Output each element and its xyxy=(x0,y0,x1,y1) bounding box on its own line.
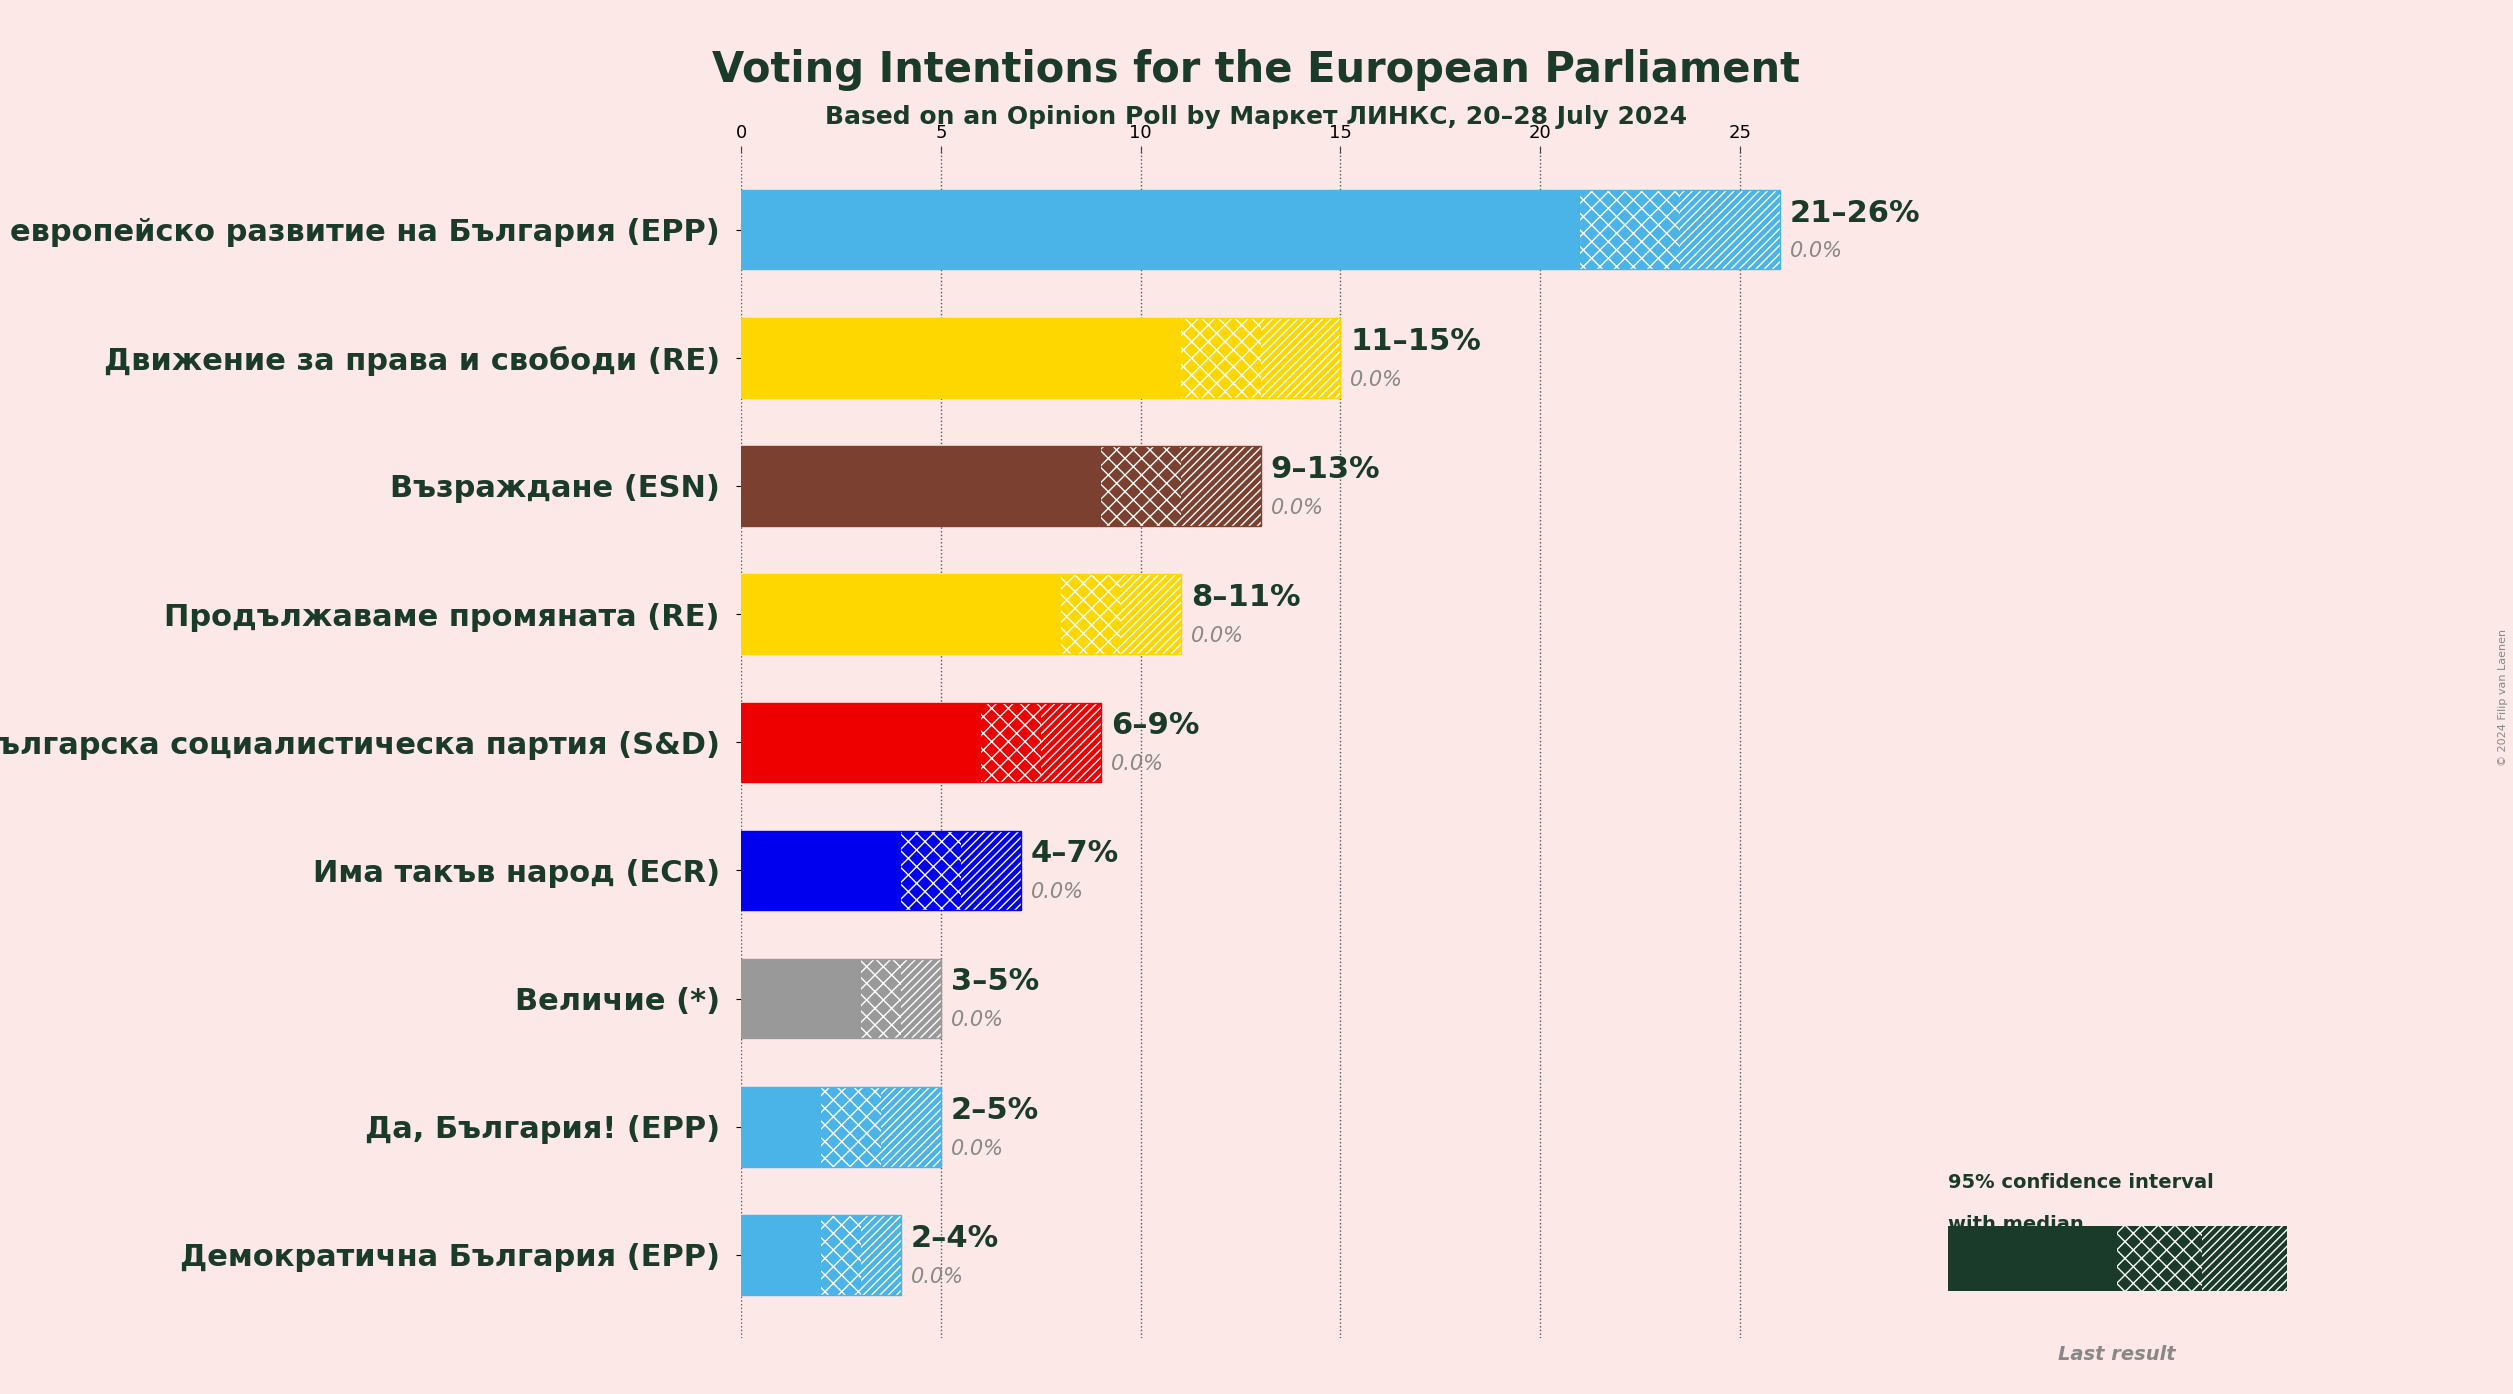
Bar xyxy=(741,574,1060,654)
Bar xyxy=(960,831,1020,910)
Text: 0.0%: 0.0% xyxy=(1349,369,1402,389)
Bar xyxy=(1181,318,1262,397)
Bar xyxy=(1948,1225,2116,1291)
Bar xyxy=(741,318,1181,397)
Bar xyxy=(2201,1225,2287,1291)
Text: 95% confidence interval: 95% confidence interval xyxy=(1948,1172,2214,1192)
Bar xyxy=(1101,446,1181,526)
Text: 0.0%: 0.0% xyxy=(1789,241,1842,262)
Text: 0.0%: 0.0% xyxy=(950,1011,1005,1030)
Bar xyxy=(741,1216,822,1295)
Bar xyxy=(862,1216,902,1295)
Text: 0.0%: 0.0% xyxy=(950,1139,1005,1158)
Bar xyxy=(902,831,960,910)
Bar xyxy=(980,703,1040,782)
Text: 4–7%: 4–7% xyxy=(1030,839,1118,868)
Bar xyxy=(1040,703,1101,782)
Bar xyxy=(902,959,940,1039)
Bar xyxy=(1181,446,1262,526)
Text: Based on an Opinion Poll by Маркет ЛИНКС, 20–28 July 2024: Based on an Opinion Poll by Маркет ЛИНКС… xyxy=(824,105,1689,128)
Text: 9–13%: 9–13% xyxy=(1272,454,1380,484)
Bar xyxy=(822,1216,862,1295)
Text: 0.0%: 0.0% xyxy=(912,1267,965,1287)
Text: 11–15%: 11–15% xyxy=(1349,326,1480,355)
Text: Last result: Last result xyxy=(2058,1345,2176,1365)
Text: 0.0%: 0.0% xyxy=(1272,498,1324,517)
Text: 2–5%: 2–5% xyxy=(950,1096,1040,1125)
Bar xyxy=(1262,318,1339,397)
Bar xyxy=(862,959,902,1039)
Text: 6–9%: 6–9% xyxy=(1111,711,1199,740)
Bar xyxy=(1581,190,1679,269)
Text: 0.0%: 0.0% xyxy=(1111,754,1164,774)
Bar xyxy=(741,190,1581,269)
Bar xyxy=(822,1087,882,1167)
Bar xyxy=(741,446,1101,526)
Text: 0.0%: 0.0% xyxy=(1191,626,1244,645)
Text: Voting Intentions for the European Parliament: Voting Intentions for the European Parli… xyxy=(714,49,1799,91)
Bar xyxy=(2116,1225,2201,1291)
Text: 3–5%: 3–5% xyxy=(950,967,1040,997)
Bar xyxy=(882,1087,940,1167)
Bar xyxy=(741,703,980,782)
Bar xyxy=(741,1087,822,1167)
Text: 2–4%: 2–4% xyxy=(912,1224,1000,1253)
Text: © 2024 Filip van Laenen: © 2024 Filip van Laenen xyxy=(2498,629,2508,765)
Text: 0.0%: 0.0% xyxy=(1030,882,1083,902)
Text: 8–11%: 8–11% xyxy=(1191,583,1299,612)
Bar xyxy=(1060,574,1121,654)
Bar xyxy=(1679,190,1779,269)
Bar xyxy=(741,959,862,1039)
Bar xyxy=(1121,574,1181,654)
Bar xyxy=(741,831,902,910)
Text: 21–26%: 21–26% xyxy=(1789,198,1920,227)
Text: with median: with median xyxy=(1948,1214,2083,1234)
